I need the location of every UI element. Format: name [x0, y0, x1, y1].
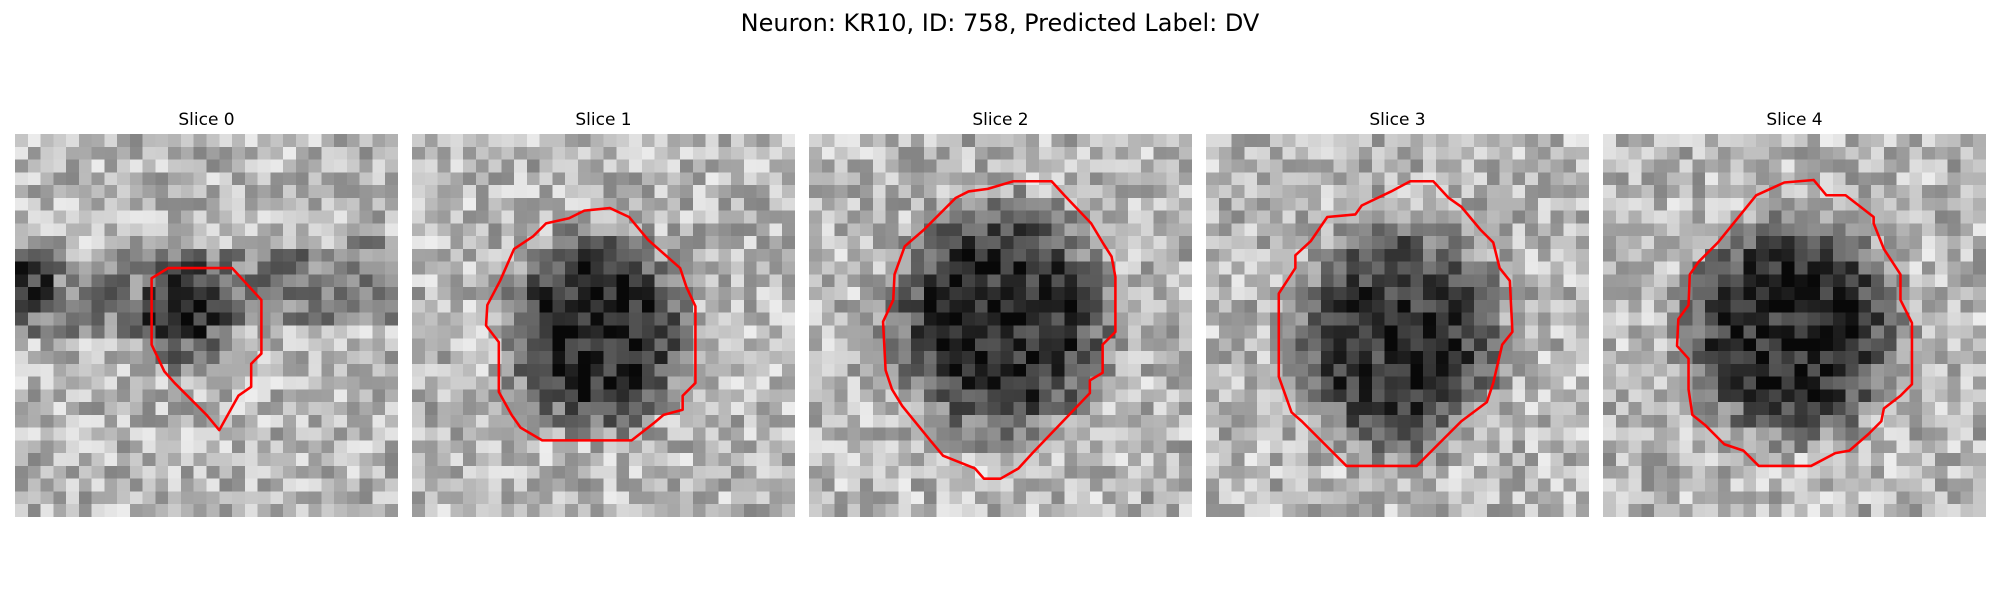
slice-pixels — [412, 134, 795, 517]
segmentation-contour — [1675, 178, 1914, 468]
slice-title-2: Slice 2 — [972, 110, 1029, 130]
slice-title-0: Slice 0 — [178, 110, 235, 130]
segmentation-contour — [1277, 179, 1514, 468]
slice-panel-1: Slice 1 — [412, 110, 795, 517]
slice-pixels — [1206, 134, 1589, 517]
slice-title-3: Slice 3 — [1369, 110, 1426, 130]
slice-panel-2: Slice 2 — [809, 110, 1192, 517]
slice-image-4 — [1603, 134, 1986, 517]
slice-pixels — [15, 134, 398, 517]
slice-panel-0: Slice 0 — [15, 110, 398, 517]
segmentation-contour — [881, 179, 1117, 480]
slice-image-3 — [1206, 134, 1589, 517]
slice-pixels — [809, 134, 1192, 517]
segmentation-contour — [484, 206, 697, 442]
slice-title-4: Slice 4 — [1766, 110, 1823, 130]
figure-title: Neuron: KR10, ID: 758, Predicted Label: … — [740, 9, 1260, 37]
slice-panel-4: Slice 4 — [1603, 110, 1986, 517]
slice-title-1: Slice 1 — [575, 110, 632, 130]
slice-pixels — [1603, 134, 1986, 517]
slice-image-0 — [15, 134, 398, 517]
slice-image-2 — [809, 134, 1192, 517]
segmentation-contour — [150, 266, 263, 432]
slice-panel-3: Slice 3 — [1206, 110, 1589, 517]
slice-image-1 — [412, 134, 795, 517]
